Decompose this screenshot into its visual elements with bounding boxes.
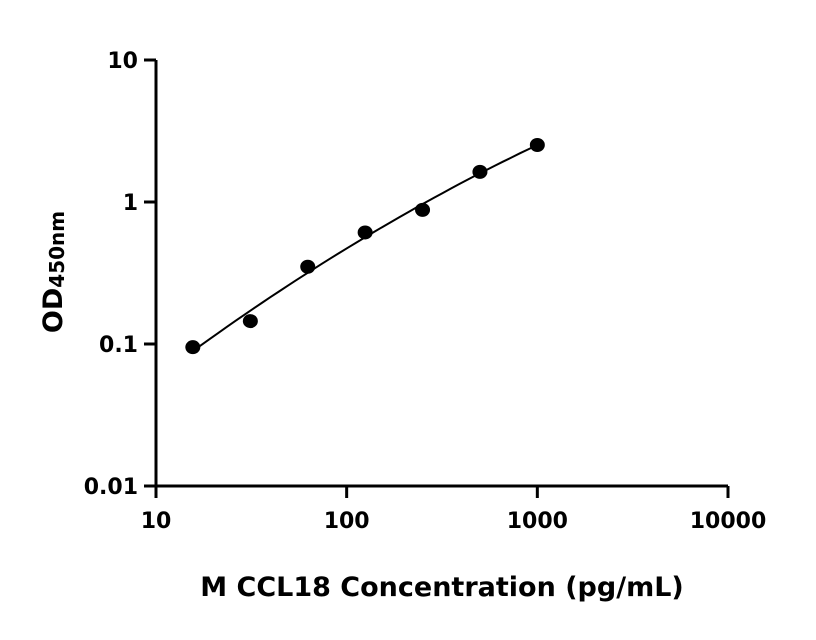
data-point [472, 164, 488, 179]
data-points [185, 138, 545, 355]
x-tick-label: 10 [141, 509, 172, 534]
tick-labels: 10 100 1000 10000 0.01 0.1 1 10 [84, 49, 767, 534]
data-point [185, 340, 201, 355]
x-axis-label: M CCL18 Concentration (pg/mL) [200, 572, 684, 603]
x-tick-label: 1000 [507, 509, 568, 534]
y-tick-label: 10 [107, 49, 138, 74]
x-tick-label: 10000 [690, 509, 767, 534]
axes [144, 58, 730, 498]
y-axis-label-sub: 450nm [45, 211, 69, 288]
data-point [300, 259, 316, 274]
y-tick-label: 1 [123, 191, 138, 216]
data-point [529, 138, 545, 153]
x-tick-label: 100 [324, 509, 370, 534]
data-point [242, 314, 258, 329]
y-axis-label: OD450nm [38, 211, 69, 333]
y-axis-label-main: OD [38, 288, 69, 333]
data-point [357, 225, 373, 240]
data-point [415, 202, 431, 217]
y-tick-label: 0.01 [84, 475, 138, 500]
y-tick-label: 0.1 [99, 333, 138, 358]
